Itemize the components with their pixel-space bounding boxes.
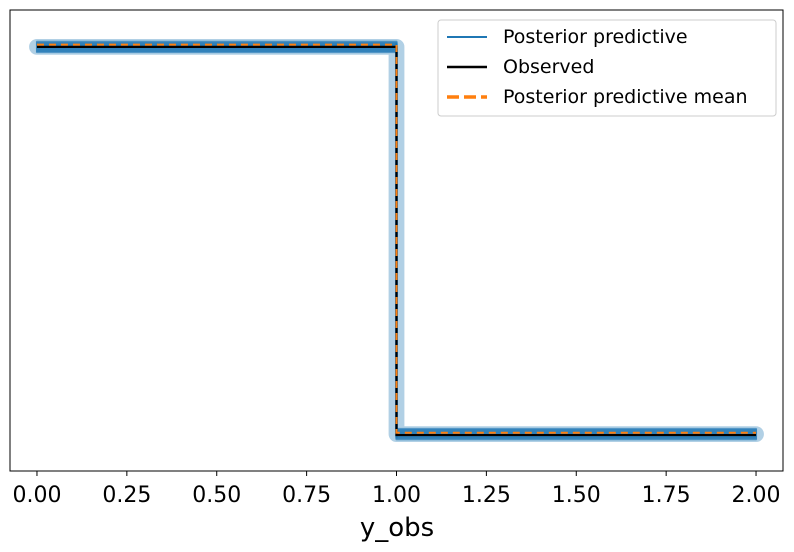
- legend-label: Observed: [503, 56, 594, 78]
- x-tick-label: 2.00: [732, 483, 781, 508]
- x-tick-label: 0.75: [282, 483, 331, 508]
- legend-label: Posterior predictive mean: [503, 86, 748, 108]
- legend-box: [437, 19, 777, 117]
- series-lines: [36, 43, 757, 437]
- legend: Posterior predictive Observed Posterior pr…: [437, 19, 777, 117]
- x-tick-label: 0.50: [192, 483, 241, 508]
- posterior-predictive-mean-line: [36, 43, 757, 434]
- x-axis: 0.00 0.25 0.50 0.75 1.00 1.25 1.50 1.75 2.00: [12, 471, 781, 508]
- x-tick-label: 0.25: [102, 483, 151, 508]
- x-axis-label: y_obs: [360, 513, 434, 543]
- x-tick-label: 1.50: [552, 483, 601, 508]
- x-tick-label: 0.00: [12, 483, 61, 508]
- x-tick-label: 1.75: [642, 483, 691, 508]
- legend-label: Posterior predictive: [503, 26, 688, 48]
- x-tick-label: 1.25: [462, 483, 511, 508]
- x-tick-label: 1.00: [372, 483, 421, 508]
